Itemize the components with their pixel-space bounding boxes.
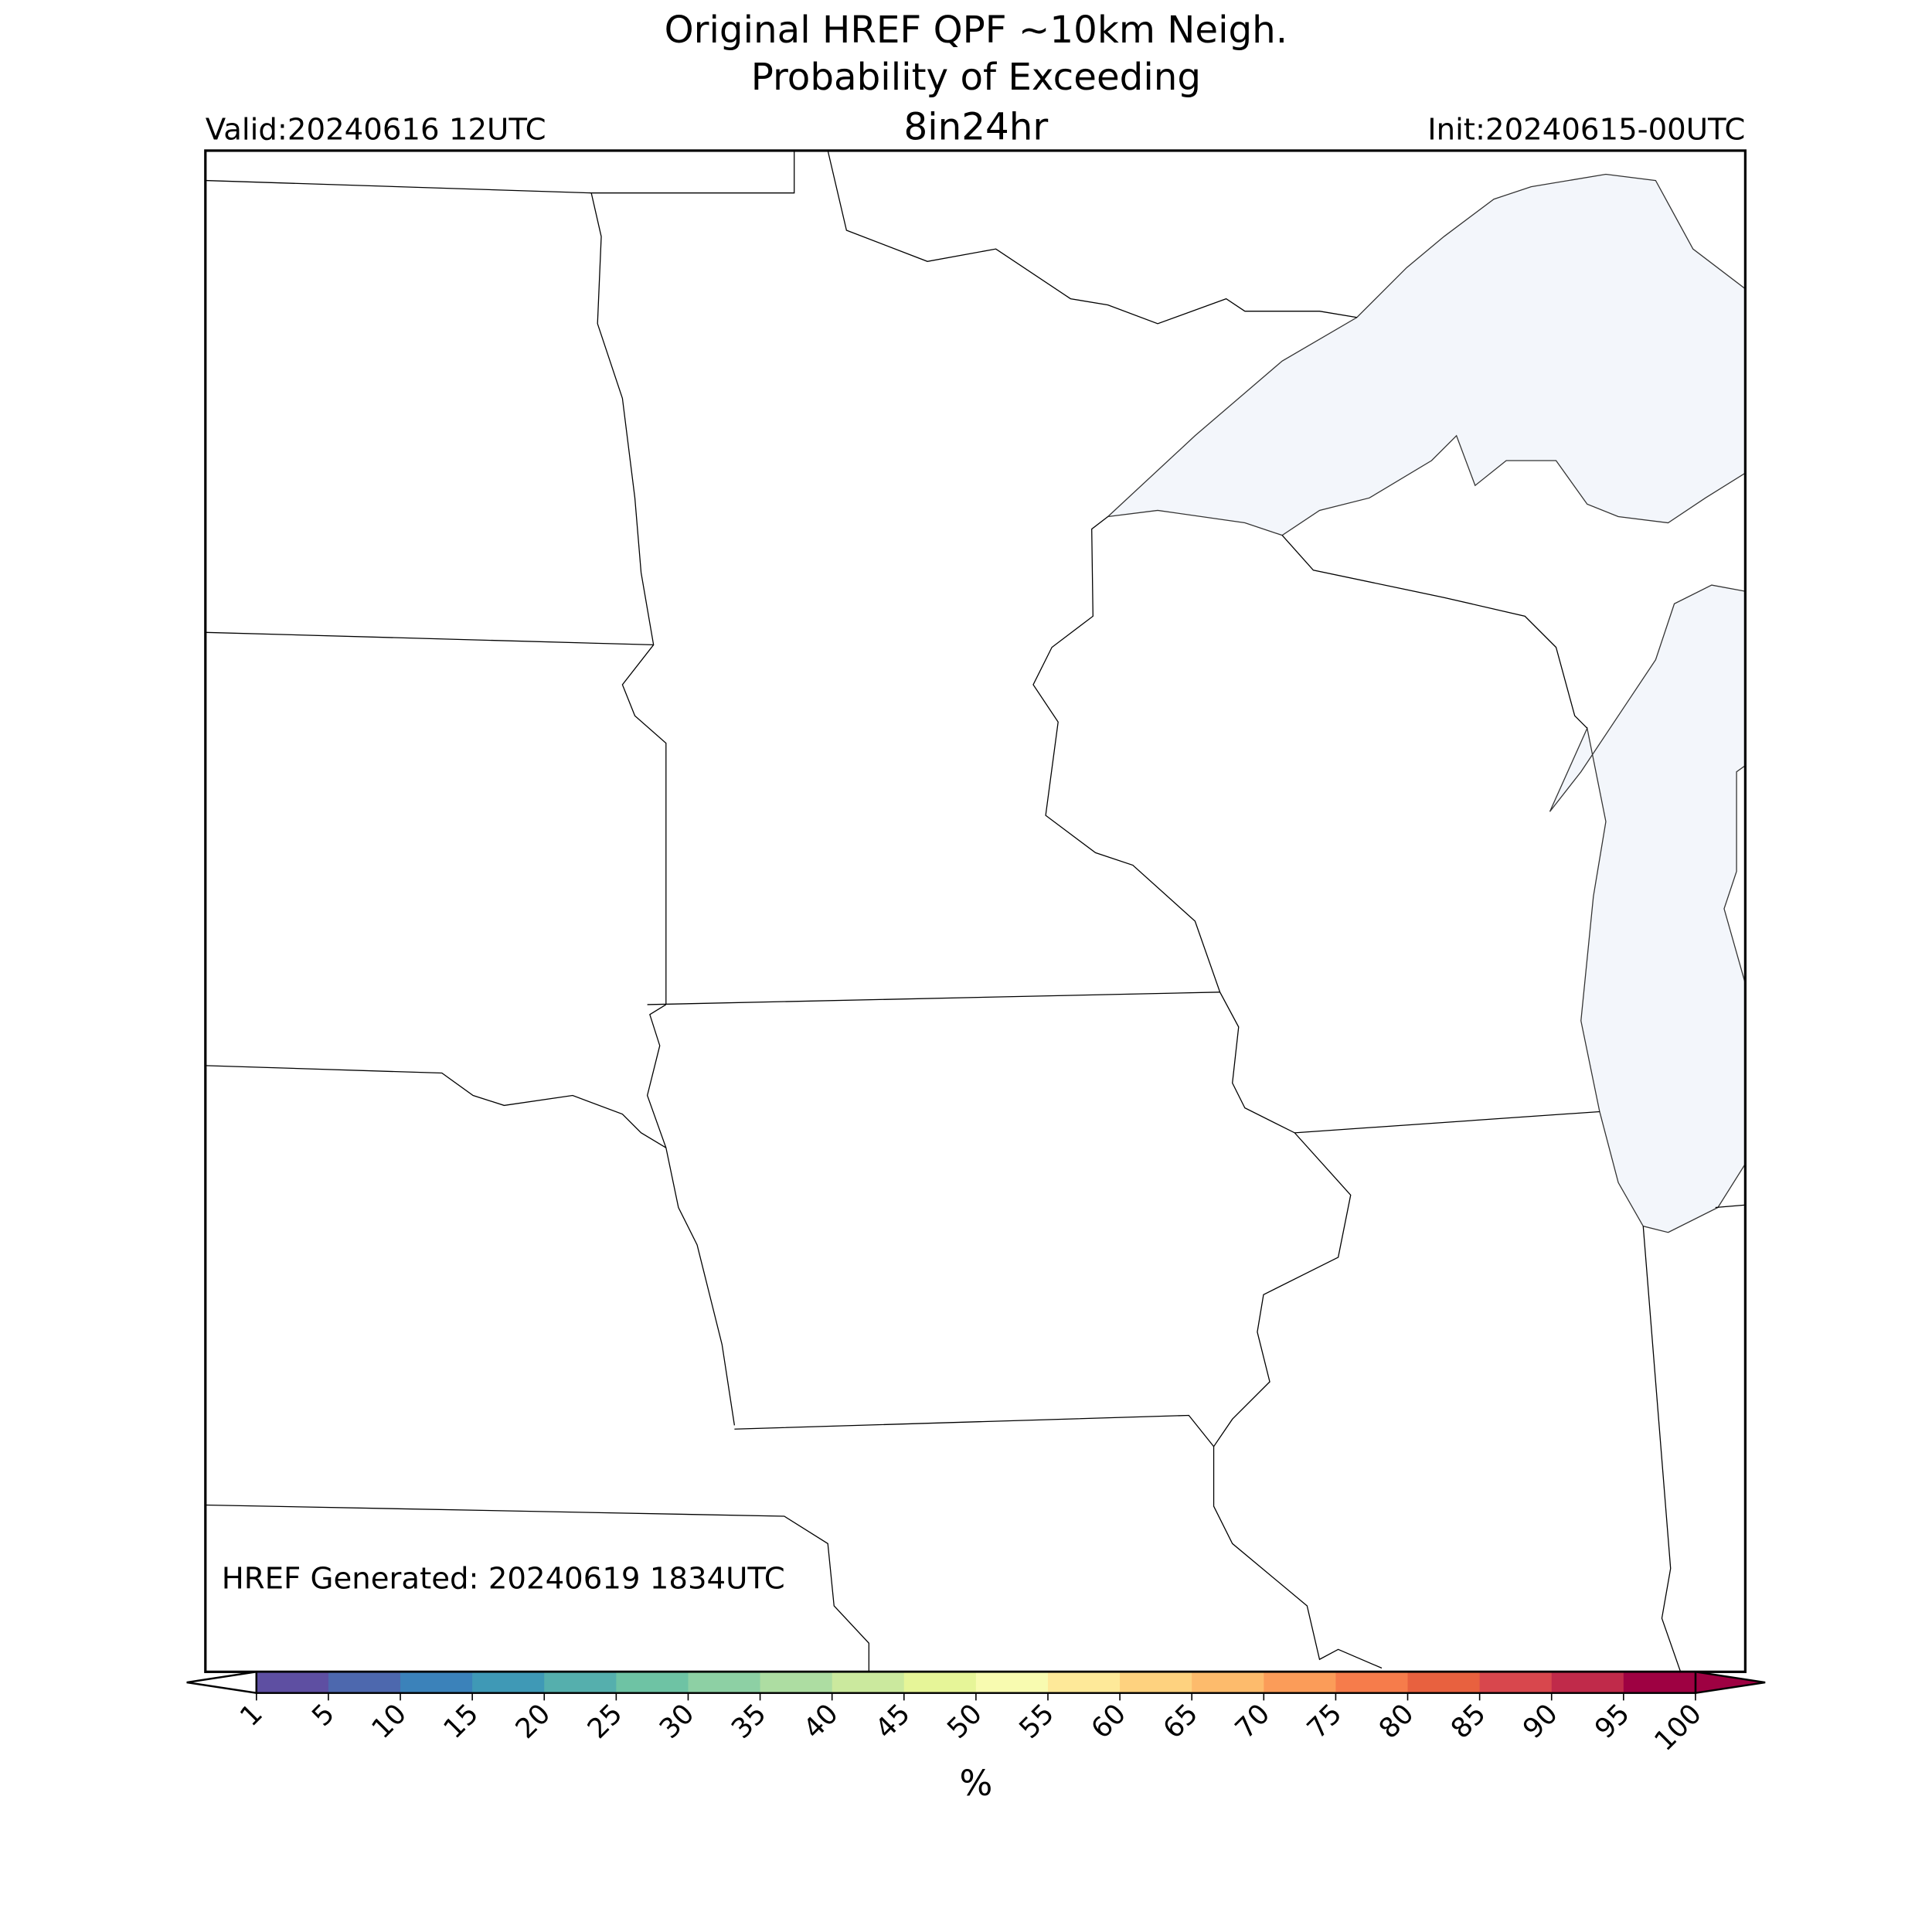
colorbar-tick-label: 90 [1517,1698,1564,1745]
colorbar-tick-label: 35 [726,1698,773,1745]
colorbar-under [186,1670,258,1695]
colorbar-tick-label: 55 [1013,1698,1060,1745]
colorbar-segment [616,1672,689,1693]
colorbar-tick-label: 70 [1229,1698,1276,1745]
colorbar-segment [975,1672,1049,1693]
generated-note: HREF Generated: 20240619 1834UTC [222,1561,785,1596]
valid-time: Valid:20240616 12UTC [206,112,546,147]
colorbar-tick-label: 5 [306,1698,341,1733]
colorbar-segment [1120,1672,1192,1693]
colorbar-tick-label: 65 [1157,1698,1204,1745]
colorbar-segment [1551,1672,1624,1693]
colorbar-segment [1407,1672,1481,1693]
colorbar-segment [256,1672,329,1693]
init-time: Init:20240615-00UTC [1427,112,1745,147]
colorbar-segment [400,1672,473,1693]
title-line: 8in24hr [904,105,1049,148]
title-line: Original HREF QPF ~10km Neigh. [665,9,1288,52]
colorbar-segment [1335,1672,1409,1693]
colorbar-segment [1264,1672,1336,1693]
colorbar-segment [1623,1672,1696,1693]
colorbar-tick-label: 50 [941,1698,988,1745]
colorbar-tick-label: 10 [366,1698,413,1745]
colorbar-over [1694,1670,1766,1695]
colorbar-segment [1192,1672,1264,1693]
colorbar-segment [1479,1672,1553,1693]
colorbar-tick-label: 85 [1445,1698,1492,1745]
title-line: Probability of Exceeding [751,56,1201,99]
colorbar-tick-label: 45 [869,1698,917,1745]
colorbar-segment [544,1672,617,1693]
colorbar-segment [760,1672,833,1693]
colorbar-segment [328,1672,401,1693]
colorbar-tick-label: 75 [1301,1698,1349,1745]
colorbar-tick-label: 95 [1589,1698,1636,1745]
colorbar-segment [832,1672,905,1693]
colorbar-tick-label: 60 [1085,1698,1132,1745]
colorbar-tick-label: 40 [798,1698,845,1745]
colorbar-tick-label: 80 [1373,1698,1420,1745]
colorbar-tick-label: 30 [654,1698,701,1745]
colorbar-tick-label: 1 [234,1698,269,1733]
colorbar-segment [472,1672,545,1693]
colorbar: 1 5 10 15 20 25 30 35 40 45 50 55 60 65 70 75 80 85 90 95 10… [186,1670,1766,1757]
colorbar-segment [903,1672,977,1693]
basemap [204,149,1747,1673]
colorbar-segment [688,1672,761,1693]
colorbar-tick-label: 15 [437,1698,485,1745]
colorbar-label: % [959,1763,992,1804]
colorbar-tick-label: 100 [1648,1698,1708,1757]
colorbar-segment [1047,1672,1121,1693]
colorbar-tick-label: 25 [582,1698,629,1745]
colorbar-tick-label: 20 [509,1698,556,1745]
